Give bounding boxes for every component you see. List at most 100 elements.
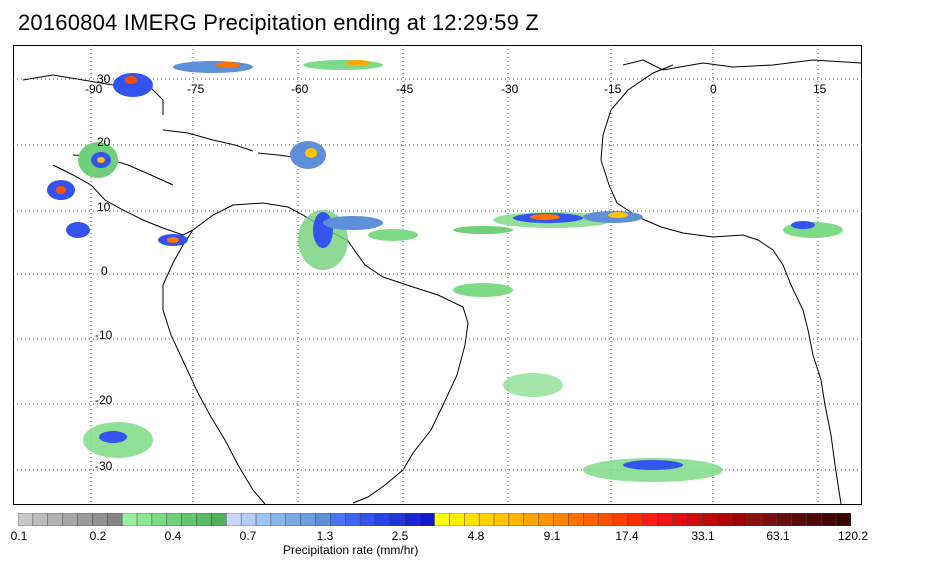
colorbar-swatch [434,513,450,526]
colorbar-tick: 0.2 [89,529,107,543]
lon-label: -75 [187,82,205,96]
colorbar-swatch [538,513,555,526]
precip-cell [503,373,563,397]
lon-label: -45 [396,82,414,96]
colorbar-swatch [449,513,465,526]
precip-cell [453,283,513,297]
precipitation-map: -90 -75 -60 -45 -30 -15 0 15 30 20 10 0 … [13,45,862,505]
lat-label: 0 [101,264,108,278]
colorbar-swatch [716,513,733,526]
colorbar-swatch [285,513,302,526]
lon-label: 15 [813,82,827,96]
colorbar-swatch [806,513,822,526]
lat-label: 20 [97,135,111,149]
colorbar-tick: 33.1 [691,529,715,543]
graticule [13,45,862,505]
map-title: 20160804 IMERG Precipitation ending at 1… [18,10,540,35]
colorbar-swatch [761,513,778,526]
precip-cell [303,60,383,70]
colorbar-swatch [583,513,599,526]
colorbar-swatch [345,513,361,526]
lat-label: 10 [97,200,111,214]
precip-cell [125,76,137,84]
precipitation-cells [47,60,843,482]
colorbar-swatch [478,513,495,526]
precip-cell [791,221,815,229]
precip-cell [173,61,253,73]
latitude-labels: 30 20 10 0 -10 -20 -30 [95,72,113,473]
coast-europe [622,59,862,71]
colorbar-swatch [731,513,748,526]
lon-label: -90 [85,82,103,96]
colorbar-tick: 0.4 [164,529,182,543]
colorbar-swatch [464,513,480,526]
colorbar-tick: 63.1 [766,529,790,543]
longitude-labels: -90 -75 -60 -45 -30 -15 0 15 [85,82,827,96]
colorbar-swatch [642,513,659,526]
colorbar-swatch [493,513,510,526]
colorbar-swatch [404,513,421,526]
colorbar-swatch [627,513,644,526]
lat-label: 30 [97,72,111,86]
colorbar [18,513,851,526]
colorbar-swatch [359,513,376,526]
precip-cell [368,229,418,241]
colorbar-swatch [240,513,257,526]
precip-cell [113,73,153,97]
precip-cell [97,157,105,163]
colorbar-swatch [211,513,227,526]
colorbar-swatch [47,513,64,526]
map-background [13,45,862,505]
colorbar-swatch [821,513,837,526]
precip-cell [216,62,240,68]
precip-cell [66,222,90,238]
colorbar-swatch [255,513,272,526]
colorbar-swatch [107,513,123,526]
precip-cell [313,212,333,248]
colorbar-swatch [226,513,242,526]
colorbar-swatch [687,513,703,526]
precip-cell [167,237,179,243]
colorbar-swatch [419,513,436,526]
lon-label: -15 [604,82,622,96]
colorbar-swatch [270,513,287,526]
colorbar-swatch [62,513,79,526]
precip-cell [305,148,317,158]
coast-hispaniola [257,152,294,158]
colorbar-tick: 120.2 [837,529,869,543]
lat-label: -30 [95,459,113,473]
lat-label: -20 [95,393,113,407]
colorbar-swatch [746,513,763,526]
lon-label: -30 [501,82,519,96]
colorbar-swatch [389,513,406,526]
colorbar-swatch [32,513,49,526]
colorbar-swatch [835,513,851,526]
colorbar-swatch [121,513,138,526]
precip-cell [99,431,127,443]
lon-label: -60 [291,82,309,96]
colorbar-swatch [672,513,688,526]
colorbar-swatch [166,513,183,526]
lon-label: 0 [710,82,717,96]
coast-south-america [162,202,469,505]
coast-africa [600,64,842,505]
colorbar-swatch [568,513,584,526]
colorbar-tick: 4.8 [467,529,485,543]
colorbar-swatch [77,513,93,526]
colorbar-tick: 0.7 [239,529,257,543]
precip-cell [453,226,513,234]
colorbar-label: Precipitation rate (mm/hr) [283,543,419,557]
colorbar-tick: 17.4 [615,529,639,543]
precip-cell [623,460,683,470]
colorbar-tick: 2.5 [391,529,409,543]
colorbar-tick: 1.3 [316,529,334,543]
colorbar-swatch [151,513,168,526]
colorbar-swatch [92,513,108,526]
coastlines [22,59,862,505]
colorbar-swatch [597,513,614,526]
colorbar-swatch [776,513,793,526]
precip-cell [56,186,66,194]
colorbar-swatch [553,513,569,526]
colorbar-swatch [330,513,346,526]
colorbar-swatch [374,513,391,526]
